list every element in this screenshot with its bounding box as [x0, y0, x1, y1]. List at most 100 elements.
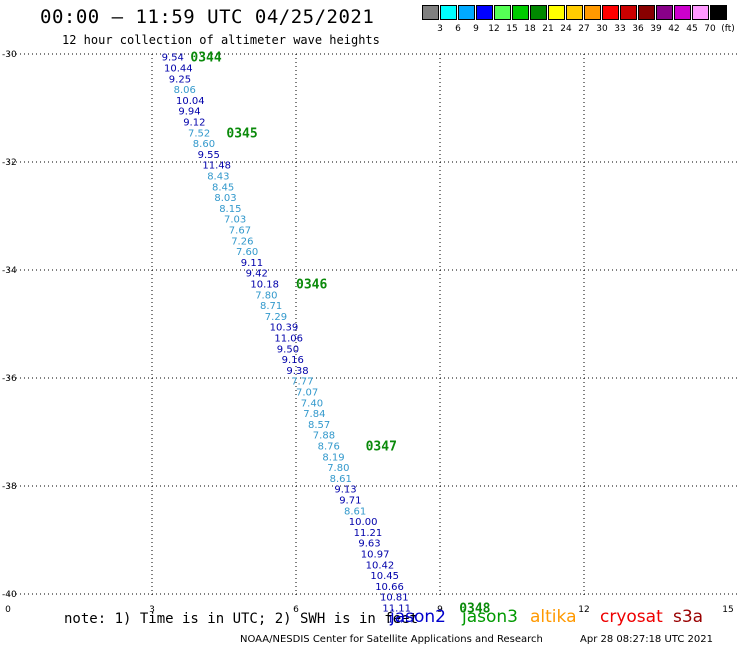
scale-label: 9 — [473, 24, 479, 34]
scale-label: 42 — [668, 24, 680, 34]
scale-label: 33 — [614, 24, 626, 34]
satellite-legend-item: jason3 — [462, 607, 518, 627]
scale-swatch — [530, 5, 547, 20]
map-grid — [8, 53, 738, 598]
pass-label: 0346 — [296, 278, 327, 293]
y-tick-label: -38 — [2, 482, 17, 492]
wave-height-value: 9.25 — [169, 74, 191, 85]
scale-label: 70 — [704, 24, 716, 34]
satellite-legend-item: altika — [530, 607, 577, 627]
wave-height-value: 11.11 — [382, 604, 411, 615]
wave-height-value: 9.94 — [178, 107, 200, 118]
scale-label: 39 — [650, 24, 662, 34]
wave-height-value: 8.60 — [193, 139, 215, 150]
satellite-legend-item: jason2 — [390, 607, 446, 627]
pass-labels: 0344 0345 0346 0347 0348 — [190, 51, 490, 617]
x-tick-label: 3 — [149, 605, 155, 615]
x-tick-label: 9 — [437, 605, 443, 615]
wave-height-value: 7.52 — [188, 128, 210, 139]
wave-height-value: 9.12 — [183, 118, 205, 129]
wave-height-value: 10.44 — [164, 64, 193, 75]
x-tick-label: 12 — [578, 605, 589, 615]
scale-swatch — [656, 5, 673, 20]
wave-height-value: 7.29 — [265, 312, 287, 323]
wave-height-value: 7.67 — [229, 226, 251, 237]
wave-height-value: 9.54 — [162, 53, 184, 64]
scale-swatch — [674, 5, 691, 20]
pass-label: 0347 — [366, 440, 397, 455]
wave-height-value: 9.63 — [358, 539, 380, 550]
x-tick-label: 15 — [722, 605, 733, 615]
wave-height-value: 11.06 — [274, 334, 303, 345]
wave-height-value: 7.26 — [231, 236, 253, 247]
wave-height-value: 10.81 — [380, 593, 409, 604]
wave-height-value: 7.07 — [296, 388, 318, 399]
scale-swatch — [602, 5, 619, 20]
wave-height-value: 8.45 — [212, 182, 234, 193]
wave-height-value: 9.50 — [277, 344, 299, 355]
wave-height-value: 8.71 — [260, 301, 282, 312]
wave-height-value: 10.00 — [349, 517, 378, 528]
scale-swatch — [566, 5, 583, 20]
scale-label: 15 — [506, 24, 518, 34]
wave-height-value: 7.60 — [236, 247, 258, 258]
pass-label: 0345 — [226, 126, 257, 141]
wave-height-value: 7.80 — [327, 463, 349, 474]
pass-label: 0344 — [190, 51, 221, 66]
y-tick-label: -36 — [2, 374, 17, 384]
scale-swatch — [440, 5, 457, 20]
wave-height-value: 11.48 — [202, 161, 231, 172]
scale-swatch — [584, 5, 601, 20]
wave-height-value: 9.11 — [241, 258, 263, 269]
wave-height-value: 9.16 — [282, 355, 304, 366]
y-tick-label: -30 — [2, 50, 17, 60]
wave-height-value: 8.76 — [318, 442, 340, 453]
wave-height-value: 8.43 — [207, 172, 229, 183]
scale-swatch — [476, 5, 493, 20]
wave-height-value: 8.57 — [308, 420, 330, 431]
wave-height-value: 8.15 — [219, 204, 241, 215]
scale-label: 24 — [560, 24, 572, 34]
scale-label: 18 — [524, 24, 536, 34]
page-title: 00:00 – 11:59 UTC 04/25/2021 — [40, 6, 375, 28]
y-tick-label: -32 — [2, 158, 17, 168]
scale-swatch — [422, 5, 439, 20]
scale-label: 30 — [596, 24, 608, 34]
y-tick-label: -40 — [2, 590, 17, 600]
note-text: note: 1) Time is in UTC; 2) SWH is in fe… — [64, 611, 419, 627]
wave-height-value: 10.66 — [375, 582, 404, 593]
altimeter-track: 9.5410.449.258.0610.049.949.127.528.609.… — [162, 53, 416, 626]
scale-swatch — [548, 5, 565, 20]
wave-height-value: 10.39 — [270, 323, 299, 334]
wave-height-value: 9.71 — [339, 496, 361, 507]
wave-height-value: 7.77 — [291, 377, 313, 388]
wave-height-value: 10.04 — [176, 96, 205, 107]
wave-height-value: 10.17 — [387, 614, 416, 625]
page-subtitle: 12 hour collection of altimeter wave hei… — [62, 33, 380, 47]
wave-height-value: 8.19 — [322, 452, 344, 463]
wave-height-value: 7.80 — [255, 290, 277, 301]
wave-height-value: 8.61 — [330, 474, 352, 485]
scale-label: 45 — [686, 24, 698, 34]
scale-swatch — [692, 5, 709, 20]
wave-height-value: 9.13 — [334, 485, 356, 496]
wave-height-value: 8.61 — [344, 506, 366, 517]
wave-height-value: 9.55 — [198, 150, 220, 161]
wave-height-value: 10.97 — [361, 550, 390, 561]
scale-swatch — [494, 5, 511, 20]
wave-height-value: 8.03 — [214, 193, 236, 204]
wave-height-value: 9.38 — [286, 366, 308, 377]
scale-label: 12 — [488, 24, 500, 34]
satellite-legend-item: cryosat — [600, 607, 663, 627]
wave-height-value: 10.42 — [366, 560, 395, 571]
x-tick-label: 0 — [5, 605, 11, 615]
scale-label: 27 — [578, 24, 590, 34]
wave-height-value: 10.18 — [250, 280, 279, 291]
scale-label: 36 — [632, 24, 644, 34]
wave-height-value: 11.21 — [354, 528, 383, 539]
scale-label: (ft) — [721, 24, 735, 34]
wave-height-value: 7.84 — [303, 409, 325, 420]
pass-label: 0348 — [459, 602, 490, 617]
wave-height-value: 7.88 — [313, 431, 335, 442]
